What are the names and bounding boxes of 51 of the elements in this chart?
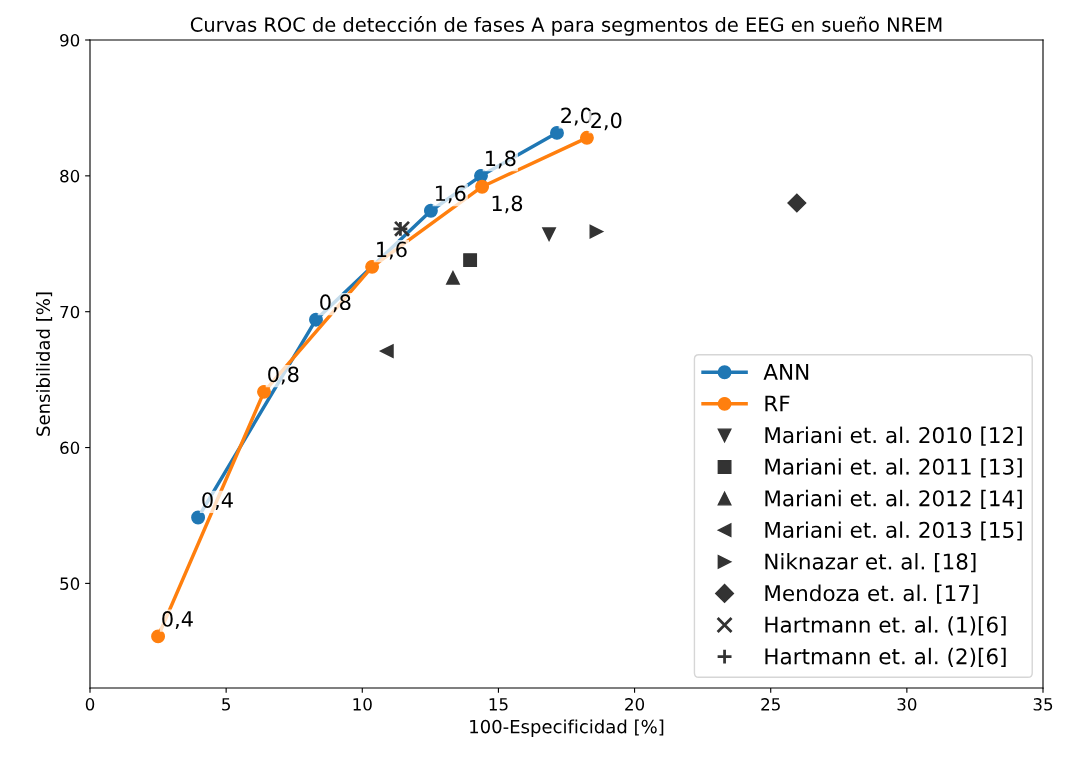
- point: [787, 193, 807, 213]
- y-tick-label: 90: [60, 33, 80, 47]
- legend-label: Mariani et. al. 2011 [13]: [765, 458, 1022, 478]
- point: [365, 259, 380, 274]
- point: [463, 253, 478, 268]
- legend-label: Mariani et. al. 2010 [12]: [765, 426, 1022, 446]
- point: [423, 203, 438, 218]
- legend-label: Hartmann et. al. (1)[6]: [765, 616, 1006, 636]
- x-axis-title: 100-Especificidad [%]: [470, 719, 664, 737]
- legend-label: Hartmann et. al. (2)[6]: [765, 647, 1006, 667]
- y-tick-label: 70: [60, 305, 80, 319]
- point: [475, 179, 490, 194]
- point: [589, 224, 604, 239]
- point: [542, 227, 557, 242]
- annotation: 0,8: [320, 294, 351, 313]
- annotation: 2,0: [591, 112, 622, 131]
- legend-label: Mariani et. al. 2012 [14]: [765, 489, 1022, 509]
- y-tick-label: 50: [60, 577, 80, 590]
- annotation: 0,4: [162, 611, 193, 629]
- point: [257, 384, 271, 399]
- x-tick-label: 10: [353, 698, 372, 711]
- point: [550, 125, 564, 140]
- legend-label: Mariani et. al. 2013 [15]: [765, 521, 1022, 541]
- legend-label: Niknazar et. al. [18]: [765, 552, 976, 573]
- annotation: 1,6: [435, 185, 466, 204]
- annotation: 1,8: [486, 150, 516, 169]
- annotation: 0,8: [268, 366, 299, 385]
- legend-label: Mendoza et. al. [17]: [765, 584, 978, 604]
- x-tick-label: 30: [897, 698, 917, 711]
- x-tick-label: 15: [489, 698, 508, 711]
- legend-label: ANN: [763, 364, 809, 380]
- x-tick-label: 20: [625, 698, 645, 711]
- annotation: 0,4: [202, 492, 233, 511]
- point: [309, 312, 323, 327]
- y-axis-title: Sensibilidad [%]: [36, 292, 53, 436]
- x-tick-label: 35: [1033, 698, 1053, 711]
- x-tick-label: 0: [85, 698, 95, 711]
- y-tick-label: 80: [60, 169, 80, 183]
- point: [379, 344, 394, 359]
- chart-title: Curvas ROC de detección de fases A para segmentos de EEG en sueño NREM: [190, 16, 942, 36]
- x-tick-label: 25: [761, 698, 780, 711]
- point: [446, 270, 460, 285]
- point: [151, 629, 166, 644]
- y-tick-label: 60: [60, 441, 80, 455]
- annotation: 2,0: [561, 107, 592, 126]
- annotation: 1,6: [377, 241, 407, 260]
- x-tick-label: 5: [222, 698, 230, 711]
- annotation: 1,8: [492, 195, 523, 214]
- point: [579, 130, 594, 145]
- point: [191, 510, 206, 525]
- legend-label: RF: [765, 395, 790, 412]
